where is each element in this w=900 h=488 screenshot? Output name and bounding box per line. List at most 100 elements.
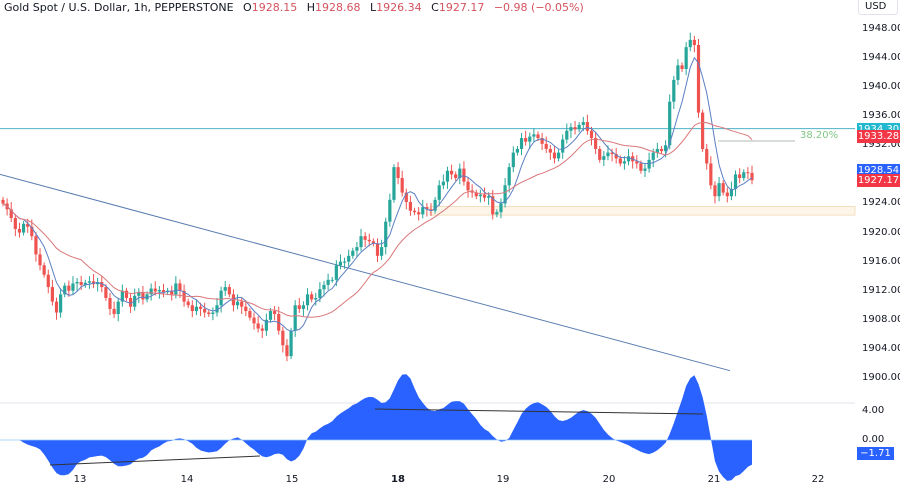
candle-body (223, 287, 227, 291)
candle-body (458, 168, 462, 179)
low-label: L (370, 1, 377, 14)
candle-body (738, 174, 742, 179)
candle-body (445, 170, 450, 182)
price-tag: 1928.54 (857, 164, 900, 178)
candle-body (174, 283, 178, 295)
candle-body (9, 209, 13, 219)
candle-body (705, 148, 709, 164)
low-value: 1926.34 (376, 1, 422, 14)
candle-body (717, 183, 721, 197)
candle-body (375, 243, 380, 256)
candle-body (552, 152, 557, 159)
candle-body (338, 261, 343, 266)
candle-body (610, 152, 614, 155)
candle-body (709, 163, 713, 186)
candle-body (116, 301, 120, 314)
candle-body (50, 287, 54, 302)
time-tick: 21 (707, 474, 721, 485)
candle-body (21, 223, 26, 233)
candle-body (305, 294, 310, 306)
candle-body (301, 305, 306, 309)
candle-body (482, 194, 487, 198)
candle-body (186, 301, 190, 306)
candle-body (170, 290, 174, 295)
candle-body (544, 143, 548, 149)
candle-body (565, 130, 569, 140)
time-tick: 22 (811, 474, 825, 485)
candle-body (54, 301, 59, 313)
candle-body (128, 297, 133, 307)
candle-body (474, 192, 478, 197)
candle-body (663, 145, 668, 152)
candle-body (618, 158, 622, 164)
candle-body (240, 301, 244, 307)
candle-body (244, 306, 248, 312)
candle-body (672, 79, 676, 102)
candle-body (515, 148, 520, 153)
candle-body (367, 239, 371, 242)
candle-body (602, 156, 606, 160)
candle-body (198, 306, 203, 309)
candle-body (676, 65, 680, 80)
candle-body (573, 127, 577, 130)
candle-body (507, 167, 511, 186)
candle-body (742, 172, 746, 179)
currency-selector[interactable]: USD (858, 0, 898, 15)
candle-body (26, 223, 30, 227)
candle-body (322, 284, 326, 290)
candle-body (34, 236, 38, 255)
time-tick: 13 (73, 474, 87, 485)
candle-body (235, 301, 240, 306)
candle-body (141, 292, 145, 300)
candle-body (659, 148, 664, 152)
fib-label: 38.20% (800, 130, 839, 141)
candle-body (67, 285, 71, 291)
candle-body (721, 183, 725, 193)
candle-body (692, 39, 696, 45)
candle-body (293, 305, 297, 331)
candle-body (487, 196, 491, 198)
candle-body (120, 290, 124, 302)
candle-body (495, 212, 499, 215)
candle-body (454, 174, 458, 179)
candle-body (524, 138, 528, 142)
candle-body (17, 228, 22, 233)
candle-body (79, 281, 83, 285)
osc-current-tag: −1.71 (857, 447, 894, 460)
price-tick: 1924.00 (862, 197, 900, 209)
candle-body (643, 168, 647, 171)
candle-body (680, 65, 684, 69)
candle-body (594, 138, 598, 149)
candle-body (314, 297, 318, 300)
candle-body (569, 127, 573, 131)
candle-body (647, 159, 651, 169)
candle-body (635, 161, 639, 164)
oscillator-area (0, 374, 752, 481)
candle-body (581, 122, 585, 125)
symbol-title[interactable]: Gold Spot / U.S. Dollar, 1h, PEPPERSTONE (4, 1, 234, 14)
candle-body (561, 139, 565, 153)
candle-body (161, 289, 166, 293)
candle-body (429, 209, 433, 211)
candle-body (297, 305, 301, 309)
candle-body (639, 163, 643, 171)
time-tick: 19 (496, 474, 510, 485)
candle-body (363, 236, 367, 240)
candle-body (701, 112, 705, 149)
candle-body (63, 285, 67, 295)
high-label: H (306, 1, 315, 14)
candle-body (347, 255, 351, 262)
ma-slow-line (2, 121, 753, 318)
candle-body (433, 199, 437, 211)
price-tick: 1932.00 (862, 139, 900, 151)
candle-body (342, 261, 347, 263)
candle-body (396, 167, 400, 179)
osc-tick-4: 4.00 (862, 405, 885, 416)
candle-body (729, 188, 734, 197)
candle-body (359, 236, 363, 248)
candle-body (725, 192, 729, 197)
candle-body (355, 247, 359, 251)
candle-body (388, 199, 392, 222)
candle-body (256, 323, 260, 329)
